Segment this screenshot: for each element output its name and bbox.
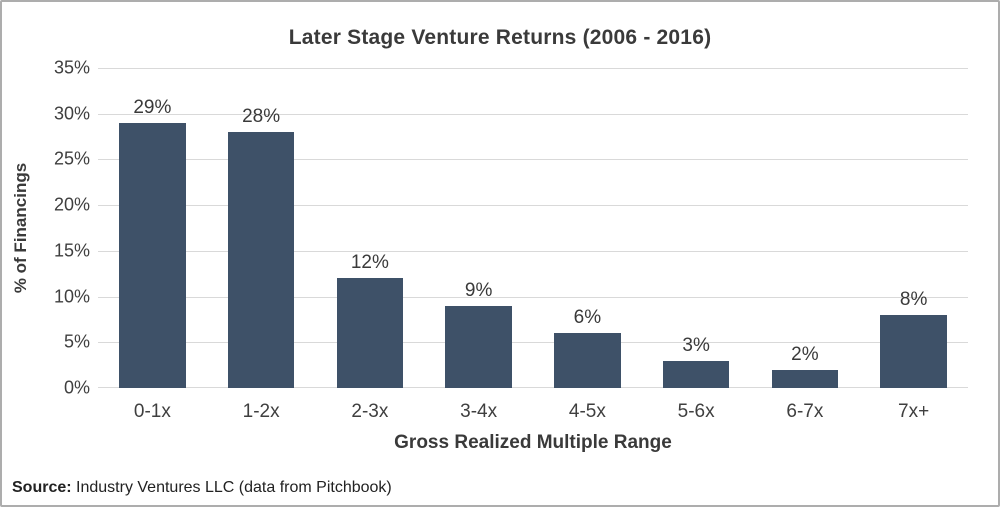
bar-value-label: 12% bbox=[350, 252, 389, 274]
x-tick-labels: 0-1x 1-2x 2-3x 3-4x 4-5x 5-6x 6-7x 7x+ bbox=[98, 388, 968, 430]
y-axis-title: % of Financings bbox=[11, 162, 30, 294]
gridline bbox=[98, 113, 968, 115]
plot-column: 29% 28% 12% 9% 6% 3% 2% 8% 0-1x 1-2x 2-3x 3-4x 4-5x… bbox=[98, 68, 968, 430]
bar bbox=[227, 132, 295, 388]
source-note: Source: Industry Ventures LLC (data from… bbox=[12, 479, 392, 497]
gridline bbox=[98, 205, 968, 207]
bar-slot: 28% bbox=[207, 68, 316, 388]
gridline bbox=[98, 159, 968, 161]
x-tick-label: 1-2x bbox=[242, 401, 280, 422]
bar-slot: 29% bbox=[98, 68, 207, 388]
x-tick-label: 4-5x bbox=[568, 401, 606, 422]
bar-value-label: 8% bbox=[899, 288, 928, 310]
bar-value-label: 29% bbox=[133, 96, 172, 118]
x-tick-label: 0-1x bbox=[133, 401, 171, 422]
bar bbox=[119, 122, 186, 388]
y-tick-labels: 0% 5% 10% 15% 20% 25% 30% 35% bbox=[40, 58, 98, 398]
bar bbox=[771, 369, 839, 388]
y-tick-label: 10% bbox=[53, 286, 90, 307]
y-tick-label: 5% bbox=[63, 331, 90, 352]
y-tick-label: 20% bbox=[53, 194, 90, 215]
bar-slot: 8% bbox=[859, 68, 968, 388]
source-text: Industry Ventures LLC (data from Pitchbo… bbox=[71, 479, 392, 496]
bars-row: 29% 28% 12% 9% 6% 3% 2% 8% bbox=[98, 68, 968, 388]
y-tick-label: 25% bbox=[53, 148, 90, 169]
y-axis-title-column: % of Financings bbox=[2, 68, 40, 430]
x-tick-label: 7x+ bbox=[898, 401, 930, 422]
bar-value-label: 9% bbox=[464, 279, 493, 301]
x-tick-label: 3-4x bbox=[460, 401, 498, 422]
gridline bbox=[98, 250, 968, 252]
bar-value-label: 6% bbox=[573, 307, 602, 329]
gridline bbox=[98, 387, 968, 388]
x-axis-title: Gross Realized Multiple Range bbox=[394, 432, 672, 453]
x-tick-label: 2-3x bbox=[351, 401, 389, 422]
bar-value-label: 2% bbox=[791, 343, 819, 365]
bar-slot: 6% bbox=[533, 68, 642, 388]
y-tick-label: 15% bbox=[53, 240, 90, 261]
bar-slot: 2% bbox=[751, 68, 860, 388]
bar-value-label: 28% bbox=[242, 106, 281, 127]
gridline bbox=[98, 342, 968, 344]
bar bbox=[554, 333, 621, 388]
source-label: Source: bbox=[12, 479, 72, 496]
plot-area: 29% 28% 12% 9% 6% 3% 2% 8% bbox=[98, 68, 968, 388]
gridline bbox=[98, 296, 968, 298]
y-tick-label: 35% bbox=[53, 57, 90, 78]
bar bbox=[445, 305, 512, 388]
bar-slot: 12% bbox=[316, 68, 425, 388]
bar bbox=[662, 360, 730, 388]
gridline bbox=[98, 68, 968, 69]
y-tick-label: 0% bbox=[63, 377, 90, 398]
bar-value-label: 3% bbox=[682, 334, 710, 356]
chart-body: % of Financings 0% 5% 10% 15% 20% 25% 30% 35% 2… bbox=[2, 58, 998, 430]
bar bbox=[880, 314, 947, 388]
bar-slot: 9% bbox=[424, 68, 533, 388]
chart-title: Later Stage Venture Returns (2006 - 2016… bbox=[288, 26, 712, 49]
x-tick-label: 6-7x bbox=[786, 401, 824, 422]
x-tick-label: 5-6x bbox=[677, 401, 715, 422]
bar bbox=[336, 278, 404, 388]
bar-slot: 3% bbox=[642, 68, 751, 388]
y-tick-label: 30% bbox=[53, 103, 90, 124]
